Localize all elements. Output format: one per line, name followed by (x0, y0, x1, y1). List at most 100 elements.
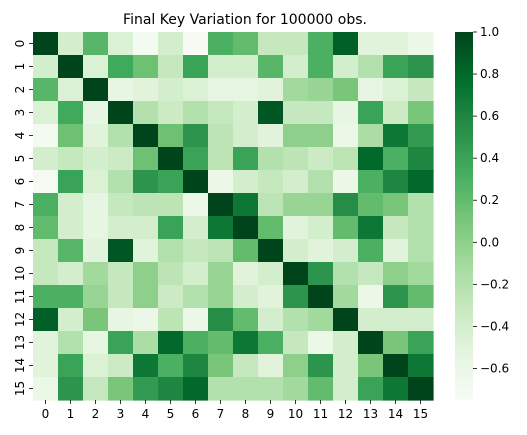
heatmap-cell (58, 354, 84, 378)
heatmap-cell (133, 78, 159, 102)
heatmap-cell (358, 32, 384, 56)
y-tick-label: 4 (13, 132, 27, 140)
x-tick-label: 7 (217, 407, 225, 421)
heatmap-cell (133, 377, 159, 401)
heatmap-cell (58, 147, 84, 171)
heatmap-cell (83, 331, 109, 355)
heatmap-cell (408, 147, 434, 171)
heatmap-cell (83, 101, 109, 125)
heatmap-cell (383, 193, 409, 217)
heatmap-cell (333, 170, 359, 194)
x-tick-label: 11 (313, 407, 328, 421)
heatmap-cell (133, 354, 159, 378)
heatmap-cell (258, 331, 284, 355)
heatmap-cell (158, 377, 184, 401)
heatmap-cell (258, 32, 284, 56)
heatmap-cell (83, 354, 109, 378)
heatmap-cell (358, 170, 384, 194)
heatmap-cell (83, 124, 109, 148)
heatmap-cell (333, 354, 359, 378)
heatmap-cell (308, 262, 334, 286)
heatmap-cell (158, 285, 184, 309)
heatmap-cell (233, 354, 259, 378)
heatmap-cell (183, 193, 209, 217)
y-tick-label: 0 (13, 40, 27, 48)
heatmap-cell (283, 239, 309, 263)
heatmap-cell (233, 55, 259, 79)
heatmap-cell (408, 55, 434, 79)
heatmap-cell (333, 285, 359, 309)
heatmap-cell (58, 124, 84, 148)
heatmap-cell (133, 331, 159, 355)
heatmap-cell (133, 32, 159, 56)
y-tick-label: 2 (13, 86, 27, 94)
y-tick-label: 8 (13, 224, 27, 232)
heatmap-cell (58, 216, 84, 240)
x-tick-label: 10 (288, 407, 303, 421)
y-tick-label: 11 (13, 289, 27, 304)
heatmap-cell (333, 55, 359, 79)
heatmap-cell (58, 239, 84, 263)
heatmap-cell (183, 377, 209, 401)
heatmap-cell (58, 377, 84, 401)
heatmap-cell (233, 285, 259, 309)
y-tick-label: 6 (13, 178, 27, 186)
heatmap-cell (208, 170, 234, 194)
x-tick-label: 15 (413, 407, 428, 421)
colorbar (455, 32, 473, 400)
heatmap-cell (33, 55, 59, 79)
heatmap-cell (83, 193, 109, 217)
heatmap-cell (358, 354, 384, 378)
heatmap-cell (233, 124, 259, 148)
heatmap-cell (108, 285, 134, 309)
heatmap-cell (83, 239, 109, 263)
heatmap-cell (58, 78, 84, 102)
heatmap-cell (83, 216, 109, 240)
heatmap-cell (158, 78, 184, 102)
y-tick-label: 14 (13, 358, 27, 373)
heatmap-cell (308, 170, 334, 194)
heatmap-cell (283, 354, 309, 378)
heatmap-cell (233, 193, 259, 217)
heatmap-cell (183, 170, 209, 194)
heatmap-cell (83, 308, 109, 332)
heatmap-cell (233, 377, 259, 401)
heatmap-cell (208, 285, 234, 309)
heatmap-cell (183, 78, 209, 102)
heatmap-cell (333, 193, 359, 217)
heatmap-cell (133, 170, 159, 194)
heatmap-cell (258, 124, 284, 148)
heatmap-cell (158, 32, 184, 56)
heatmap-cell (233, 78, 259, 102)
heatmap-cell (108, 101, 134, 125)
heatmap-cell (33, 285, 59, 309)
heatmap-cell (408, 78, 434, 102)
heatmap-cell (183, 285, 209, 309)
heatmap-cell (183, 308, 209, 332)
heatmap-cell (358, 239, 384, 263)
heatmap-cell (383, 354, 409, 378)
heatmap-cell (83, 32, 109, 56)
heatmap-cell (283, 216, 309, 240)
heatmap-cell (208, 377, 234, 401)
x-tick-label: 3 (117, 407, 125, 421)
heatmap-cell (208, 331, 234, 355)
heatmap-cell (108, 78, 134, 102)
heatmap-cell (283, 32, 309, 56)
heatmap-cell (283, 101, 309, 125)
x-tick-label: 4 (142, 407, 150, 421)
heatmap-cell (408, 308, 434, 332)
heatmap-cell (33, 78, 59, 102)
heatmap-cell (158, 193, 184, 217)
heatmap-cell (58, 101, 84, 125)
heatmap-cell (283, 377, 309, 401)
heatmap-cell (108, 170, 134, 194)
heatmap-cell (383, 216, 409, 240)
heatmap-cell (258, 262, 284, 286)
heatmap-cell (33, 308, 59, 332)
heatmap-cell (358, 285, 384, 309)
heatmap-cell (333, 101, 359, 125)
heatmap-cell (133, 262, 159, 286)
heatmap-cell (383, 124, 409, 148)
